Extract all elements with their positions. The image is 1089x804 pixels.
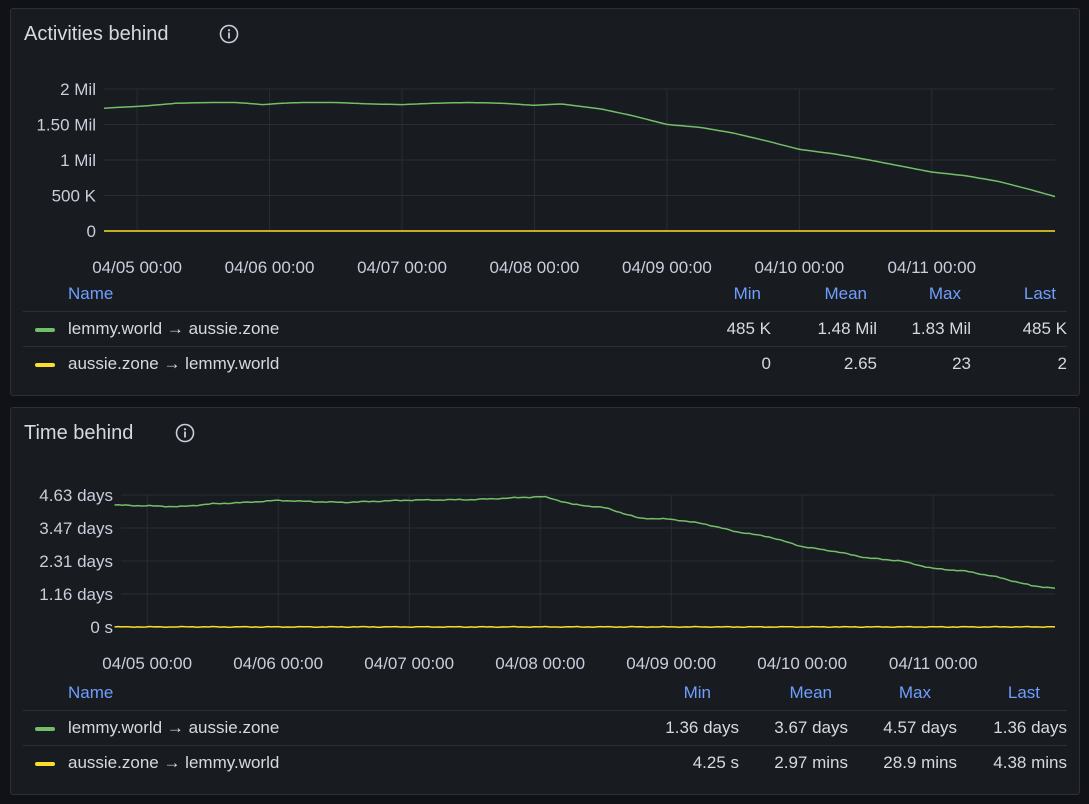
series-name: aussie.zone → lemmy.world [68, 354, 280, 373]
y-tick-label: 500 K [52, 187, 97, 206]
series-name: lemmy.world → aussie.zone [68, 718, 280, 737]
legend-header-mean[interactable]: Mean [789, 683, 832, 702]
info-circle-icon[interactable] [219, 24, 239, 44]
x-tick-label: 04/06 00:00 [233, 654, 323, 673]
legend-header-min[interactable]: Min [733, 284, 761, 303]
last-value: 4.38 mins [993, 753, 1067, 772]
activities-behind-chart: 0 500 K 1 Mil 1.50 Mil 2 Mil 04/05 00:00 04/06… [36, 80, 1056, 277]
y-tick-label: 0 s [90, 618, 113, 637]
min-value: 485 K [726, 319, 771, 338]
min-value: 4.25 s [692, 753, 739, 772]
series-color-swatch [35, 762, 55, 766]
x-tick-label: 04/10 00:00 [757, 654, 847, 673]
y-tick-label: 2.31 days [39, 552, 113, 571]
last-value: 2 [1057, 354, 1067, 373]
x-tick-label: 04/05 00:00 [102, 654, 192, 673]
max-value: 28.9 mins [883, 753, 957, 772]
legend-header-mean[interactable]: Mean [824, 284, 867, 303]
x-tick-label: 04/06 00:00 [225, 258, 315, 277]
min-value: 0 [761, 354, 771, 373]
series-line [114, 625, 1056, 629]
legend-header-name[interactable]: Name [68, 683, 114, 702]
y-tick-label: 1.50 Mil [36, 116, 96, 135]
time-behind-panel: Time behind 0 s 1.16 days 2.31 days 3.47 da… [10, 407, 1080, 795]
max-value: 1.83 Mil [911, 319, 971, 338]
y-tick-label: 2 Mil [60, 80, 96, 99]
y-tick-label: 1 Mil [60, 151, 96, 170]
legend-header-name[interactable]: Name [68, 284, 114, 303]
y-tick-label: 1.16 days [39, 585, 113, 604]
min-value: 1.36 days [665, 718, 739, 737]
series-line [114, 495, 1056, 589]
legend-row[interactable]: aussie.zone → lemmy.world 0 2.65 23 2 [23, 346, 1067, 382]
legend-header-max[interactable]: Max [898, 683, 931, 702]
legend-row[interactable]: aussie.zone → lemmy.world 4.25 s 2.97 mi… [23, 745, 1067, 781]
x-tick-label: 04/09 00:00 [626, 654, 716, 673]
series-color-swatch [35, 727, 55, 731]
y-tick-label: 3.47 days [39, 519, 113, 538]
mean-value: 2.97 mins [774, 753, 848, 772]
x-tick-label: 04/11 00:00 [889, 654, 978, 673]
series-color-swatch [35, 363, 55, 367]
series-line [103, 101, 1056, 198]
activities-behind-panel: Activities behind 0 500 K 1 Mil 1.50 Mil 2 M… [10, 8, 1080, 396]
mean-value: 1.48 Mil [817, 319, 877, 338]
x-tick-label: 04/09 00:00 [622, 258, 712, 277]
legend-row[interactable]: lemmy.world → aussie.zone 1.36 days 3.67… [23, 710, 1067, 746]
x-tick-label: 04/10 00:00 [754, 258, 844, 277]
series-color-swatch [35, 328, 55, 332]
last-value: 485 K [1022, 319, 1067, 338]
legend-header-max[interactable]: Max [928, 284, 961, 303]
mean-value: 2.65 [843, 354, 877, 373]
x-tick-label: 04/08 00:00 [490, 258, 580, 277]
legend-row[interactable]: lemmy.world → aussie.zone 485 K 1.48 Mil… [23, 311, 1067, 347]
legend-header-last[interactable]: Last [1007, 683, 1040, 702]
max-value: 23 [952, 354, 971, 373]
y-tick-label: 0 [87, 222, 96, 241]
max-value: 4.57 days [883, 718, 957, 737]
x-tick-label: 04/07 00:00 [364, 654, 454, 673]
mean-value: 3.67 days [774, 718, 848, 737]
legend-header-last[interactable]: Last [1023, 284, 1056, 303]
x-tick-label: 04/08 00:00 [495, 654, 585, 673]
x-tick-label: 04/07 00:00 [357, 258, 447, 277]
info-circle-icon[interactable] [175, 423, 195, 443]
series-name: aussie.zone → lemmy.world [68, 753, 280, 772]
panel-title: Time behind [24, 422, 134, 444]
legend-header-min[interactable]: Min [683, 683, 711, 702]
y-tick-label: 4.63 days [39, 486, 113, 505]
x-tick-label: 04/11 00:00 [888, 258, 977, 277]
x-tick-label: 04/05 00:00 [92, 258, 182, 277]
panel-title: Activities behind [24, 23, 169, 45]
series-name: lemmy.world → aussie.zone [68, 319, 280, 338]
last-value: 1.36 days [993, 718, 1067, 737]
time-behind-chart: 0 s 1.16 days 2.31 days 3.47 days 4.63 days 0… [39, 486, 1056, 673]
